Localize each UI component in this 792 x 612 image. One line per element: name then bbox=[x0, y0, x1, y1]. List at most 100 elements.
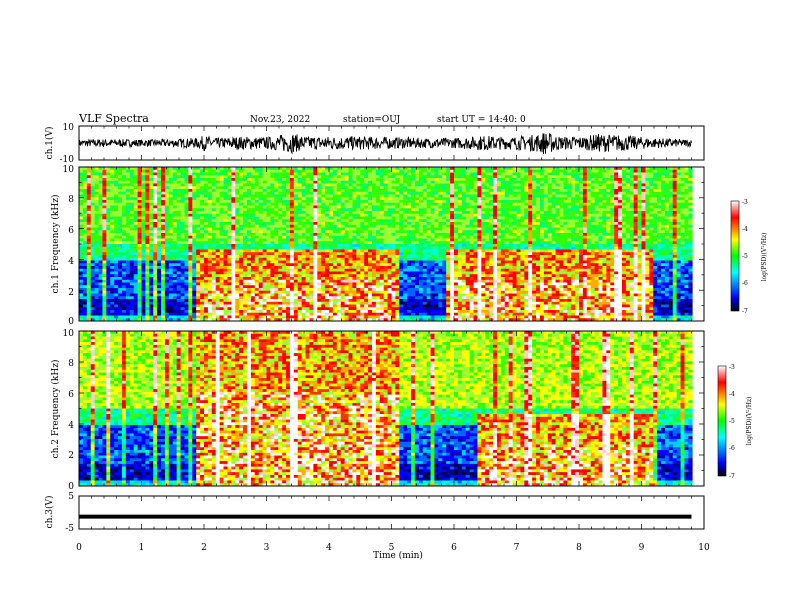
spectrogram-cell bbox=[286, 255, 291, 259]
spectrogram-cell bbox=[305, 244, 310, 248]
spectrogram-cell bbox=[383, 279, 388, 283]
spectrogram-cell bbox=[223, 178, 228, 182]
spectrogram-cell bbox=[368, 312, 373, 316]
spectrogram-cell bbox=[297, 301, 303, 305]
spectrogram-cell bbox=[250, 197, 256, 201]
spectrogram-cell bbox=[239, 222, 244, 226]
spectrogram-cell bbox=[129, 169, 135, 173]
spectrogram-cell bbox=[172, 252, 178, 256]
spectrogram-cell bbox=[79, 249, 84, 253]
spectrogram-cell bbox=[219, 167, 224, 171]
spectrogram-cell bbox=[286, 233, 291, 237]
spectrogram-cell bbox=[403, 189, 408, 193]
spectrogram-cell bbox=[211, 233, 217, 237]
spectrogram-cell bbox=[254, 178, 260, 182]
spectrogram-cell bbox=[262, 277, 267, 281]
spectrogram-cell bbox=[94, 205, 99, 209]
spectrogram-cell bbox=[332, 288, 338, 292]
spectrogram-cell bbox=[223, 244, 228, 248]
spectrogram-cell bbox=[407, 183, 412, 187]
spectrogram-cell bbox=[98, 260, 103, 264]
spectrogram-cell bbox=[336, 233, 342, 237]
spectrogram-cell bbox=[309, 180, 314, 184]
spectrogram-cell bbox=[82, 191, 88, 195]
spectrogram-cell bbox=[161, 318, 166, 321]
spectrogram-cell bbox=[340, 293, 346, 297]
spectrogram-cell bbox=[360, 299, 365, 303]
spectrogram-cell bbox=[118, 304, 123, 308]
spectrogram-cell bbox=[317, 224, 322, 228]
spectrogram-cell bbox=[106, 274, 111, 278]
spectrogram-cell bbox=[121, 200, 127, 204]
spectrogram-cell bbox=[204, 219, 209, 223]
spectrogram-cell bbox=[125, 277, 131, 281]
spectrogram-cell bbox=[145, 191, 150, 195]
spectrogram-cell bbox=[297, 238, 303, 242]
spectrogram-cell bbox=[223, 279, 228, 283]
spectrogram-cell bbox=[141, 257, 146, 261]
spectrogram-cell bbox=[336, 205, 342, 209]
spectrogram-cell bbox=[411, 230, 416, 234]
spectrogram-cell bbox=[407, 293, 412, 297]
spectrogram-cell bbox=[297, 282, 303, 286]
spectrogram-cell bbox=[305, 293, 310, 297]
spectrogram-cell bbox=[149, 257, 154, 261]
spectrogram-cell bbox=[235, 288, 240, 292]
spectrogram-cell bbox=[356, 202, 361, 206]
spectrogram-cell bbox=[110, 257, 115, 261]
spectrogram-cell bbox=[250, 235, 256, 239]
spectrogram-cell bbox=[207, 315, 213, 319]
spectrogram-cell bbox=[414, 202, 420, 206]
spectrogram-cell bbox=[356, 205, 361, 209]
spectrogram-cell bbox=[391, 260, 396, 264]
spectrogram-cell bbox=[250, 310, 256, 314]
spectrogram-cell bbox=[184, 200, 189, 204]
spectrogram-cell bbox=[344, 238, 349, 242]
spectrogram-cell bbox=[332, 277, 338, 281]
spectrogram-cell bbox=[200, 282, 205, 286]
spectrogram-cell bbox=[110, 167, 115, 171]
spectrogram-cell bbox=[321, 260, 326, 264]
spectrogram-cell bbox=[106, 310, 111, 314]
spectrogram-cell bbox=[102, 310, 107, 314]
spectrogram-cell bbox=[414, 246, 420, 250]
spectrogram-cell bbox=[329, 296, 334, 300]
spectrogram-cell bbox=[211, 178, 217, 182]
spectrogram-cell bbox=[125, 200, 131, 204]
spectrogram-cell bbox=[145, 277, 150, 281]
spectrogram-cell bbox=[258, 301, 263, 305]
spectrogram-cell bbox=[86, 246, 92, 250]
spectrogram-cell bbox=[329, 169, 334, 173]
spectrogram-cell bbox=[207, 200, 213, 204]
spectrogram-cell bbox=[336, 268, 342, 272]
spectrogram-cell bbox=[188, 249, 193, 253]
spectrogram-cell bbox=[207, 257, 213, 261]
spectrogram-cell bbox=[168, 296, 174, 300]
spectrogram-cell bbox=[219, 244, 224, 248]
spectrogram-cell bbox=[90, 230, 96, 234]
spectrogram-cell bbox=[258, 279, 263, 283]
spectrogram-cell bbox=[235, 252, 240, 256]
spectrogram-cell bbox=[102, 285, 107, 289]
spectrogram-cell bbox=[399, 301, 404, 305]
spectrogram-cell bbox=[137, 241, 142, 245]
spectrogram-cell bbox=[219, 263, 224, 267]
spectrogram-cell bbox=[235, 200, 240, 204]
spectrogram-cell bbox=[98, 266, 103, 270]
spectrogram-cell bbox=[157, 178, 162, 182]
spectrogram-cell bbox=[305, 279, 310, 283]
spectrogram-cell bbox=[332, 167, 338, 171]
spectrogram-cell bbox=[387, 183, 392, 187]
spectrogram-cell bbox=[391, 172, 396, 176]
spectrogram-cell bbox=[98, 191, 103, 195]
spectrogram-cell bbox=[121, 183, 127, 187]
spectrogram-cell bbox=[145, 186, 150, 190]
spectrogram-cell bbox=[79, 191, 84, 195]
spectrogram-cell bbox=[414, 257, 420, 261]
spectrogram-cell bbox=[344, 304, 349, 308]
spectrogram-cell bbox=[106, 296, 111, 300]
spectrogram-cell bbox=[344, 178, 349, 182]
spectrogram-cell bbox=[215, 293, 221, 297]
spectrogram-cell bbox=[348, 175, 353, 179]
spectrogram-cell bbox=[172, 172, 178, 176]
